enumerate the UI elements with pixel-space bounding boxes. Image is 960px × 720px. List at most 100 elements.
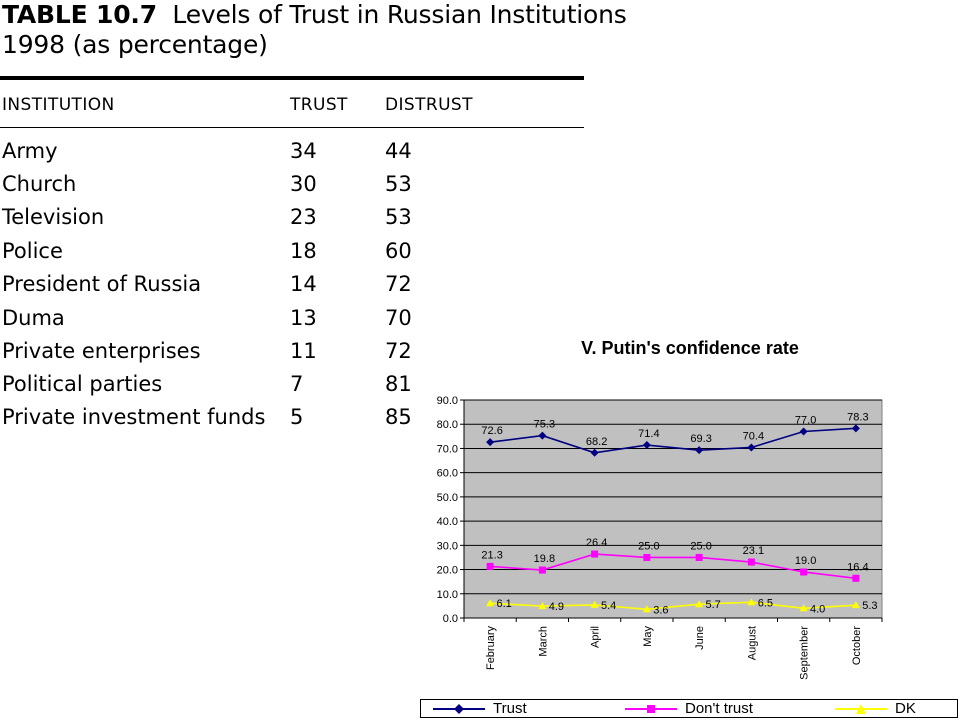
point-trust <box>642 441 651 450</box>
trust-value: 5 <box>290 405 304 429</box>
legend-label-dont-trust: Don't trust <box>685 700 753 717</box>
distrust-value: 81 <box>385 372 412 396</box>
point-don-t-trust <box>643 553 651 561</box>
data-label-don-t-trust: 19.8 <box>534 553 555 565</box>
point-don-t-trust <box>747 558 755 566</box>
institution-name: Political parties <box>2 372 163 396</box>
y-tick-label: 70.0 <box>437 443 458 455</box>
trust-value: 23 <box>290 205 317 229</box>
confidence-line-chart: 0.0 10.0 20.0 30.0 40.0 50.0 60.0 70.0 80.0 90.0 F… <box>437 395 883 680</box>
data-label-don-t-trust: 19.0 <box>795 555 816 567</box>
point-dk <box>486 599 495 607</box>
data-label-dk: 6.5 <box>758 597 773 609</box>
legend-label-dk: DK <box>895 700 916 717</box>
legend-swatch-dk <box>835 704 887 714</box>
institution-name: President of Russia <box>2 272 202 296</box>
point-dk <box>695 600 704 608</box>
data-label-trust: 78.3 <box>847 411 868 423</box>
trust-value: 13 <box>290 306 317 330</box>
institution-name: Police <box>2 239 63 263</box>
x-tick-label: September <box>799 626 811 680</box>
legend-swatch-trust <box>433 704 485 714</box>
table-top-rule <box>0 76 584 80</box>
distrust-value: 70 <box>385 306 412 330</box>
point-don-t-trust <box>591 550 599 558</box>
table-number: TABLE 10.7 <box>2 0 157 29</box>
point-dk <box>538 602 547 610</box>
y-tick-label: 40.0 <box>437 516 458 528</box>
table-header-rule <box>0 127 584 128</box>
data-label-trust: 77.0 <box>795 414 816 426</box>
point-don-t-trust <box>852 574 860 582</box>
trust-value: 34 <box>290 139 317 163</box>
y-tick-label: 50.0 <box>437 492 458 504</box>
point-trust <box>538 431 547 440</box>
trust-value: 30 <box>290 172 317 196</box>
x-tick-label: August <box>746 626 758 660</box>
point-trust <box>486 438 495 447</box>
data-label-trust: 68.2 <box>586 436 607 448</box>
x-tick-label: May <box>642 626 654 647</box>
data-label-dk: 6.1 <box>496 598 511 610</box>
data-label-don-t-trust: 16.4 <box>847 561 868 573</box>
x-tick-label: March <box>537 626 549 657</box>
data-label-trust: 71.4 <box>638 428 659 440</box>
data-label-dk: 4.0 <box>810 603 825 615</box>
institution-name: Duma <box>2 306 65 330</box>
trust-value: 7 <box>290 372 304 396</box>
data-label-dk: 4.9 <box>549 601 564 613</box>
data-label-dk: 5.4 <box>601 600 616 612</box>
y-tick-label: 60.0 <box>437 468 458 480</box>
y-tick-label: 30.0 <box>437 540 458 552</box>
institution-name: Army <box>2 139 58 163</box>
data-label-don-t-trust: 25.0 <box>638 540 659 552</box>
data-label-trust: 75.3 <box>534 419 555 431</box>
column-header-distrust: DISTRUST <box>385 95 473 115</box>
data-label-don-t-trust: 25.0 <box>690 540 711 552</box>
data-label-dk: 5.3 <box>862 600 877 612</box>
y-tick-label: 20.0 <box>437 565 458 577</box>
data-label-don-t-trust: 23.1 <box>743 545 764 557</box>
institution-name: Private enterprises <box>2 339 201 363</box>
series-line-don-t-trust <box>490 553 856 580</box>
point-trust <box>747 443 756 452</box>
table-title: TABLE 10.7 Levels of Trust in Russian In… <box>2 0 627 60</box>
data-label-dk: 3.6 <box>653 604 668 616</box>
distrust-value: 53 <box>385 205 412 229</box>
point-trust <box>590 448 599 457</box>
column-header-trust: TRUST <box>290 95 348 115</box>
column-header-institution: INSTITUTION <box>2 95 115 115</box>
distrust-value: 72 <box>385 339 412 363</box>
x-tick-label: April <box>590 626 602 648</box>
table-title-line2: 1998 (as percentage) <box>2 30 268 59</box>
institution-name: Church <box>2 172 77 196</box>
trust-value: 18 <box>290 239 317 263</box>
data-label-trust: 69.3 <box>690 433 711 445</box>
distrust-value: 44 <box>385 139 412 163</box>
data-label-don-t-trust: 21.3 <box>481 549 502 561</box>
point-don-t-trust <box>800 568 808 576</box>
distrust-value: 72 <box>385 272 412 296</box>
point-dk <box>590 600 599 608</box>
trust-value: 11 <box>290 339 317 363</box>
x-tick-label: June <box>694 626 706 650</box>
series-line-dk <box>490 601 856 611</box>
point-dk <box>799 604 808 612</box>
legend-label-trust: Trust <box>493 700 527 717</box>
point-dk <box>642 605 651 613</box>
distrust-value: 53 <box>385 172 412 196</box>
point-trust <box>799 427 808 436</box>
y-tick-label: 10.0 <box>437 589 458 601</box>
table-title-line1: Levels of Trust in Russian Institutions <box>172 0 627 29</box>
distrust-value: 85 <box>385 405 412 429</box>
y-tick-label: 0.0 <box>443 613 458 625</box>
point-don-t-trust <box>695 553 703 561</box>
institution-name: Private investment funds <box>2 405 266 429</box>
legend-swatch-dont-trust <box>625 705 677 713</box>
point-don-t-trust <box>538 566 546 574</box>
point-don-t-trust <box>486 562 494 570</box>
distrust-value: 60 <box>385 239 412 263</box>
y-tick-label: 90.0 <box>437 395 458 407</box>
x-tick-label: February <box>485 626 497 671</box>
institution-name: Television <box>2 205 105 229</box>
